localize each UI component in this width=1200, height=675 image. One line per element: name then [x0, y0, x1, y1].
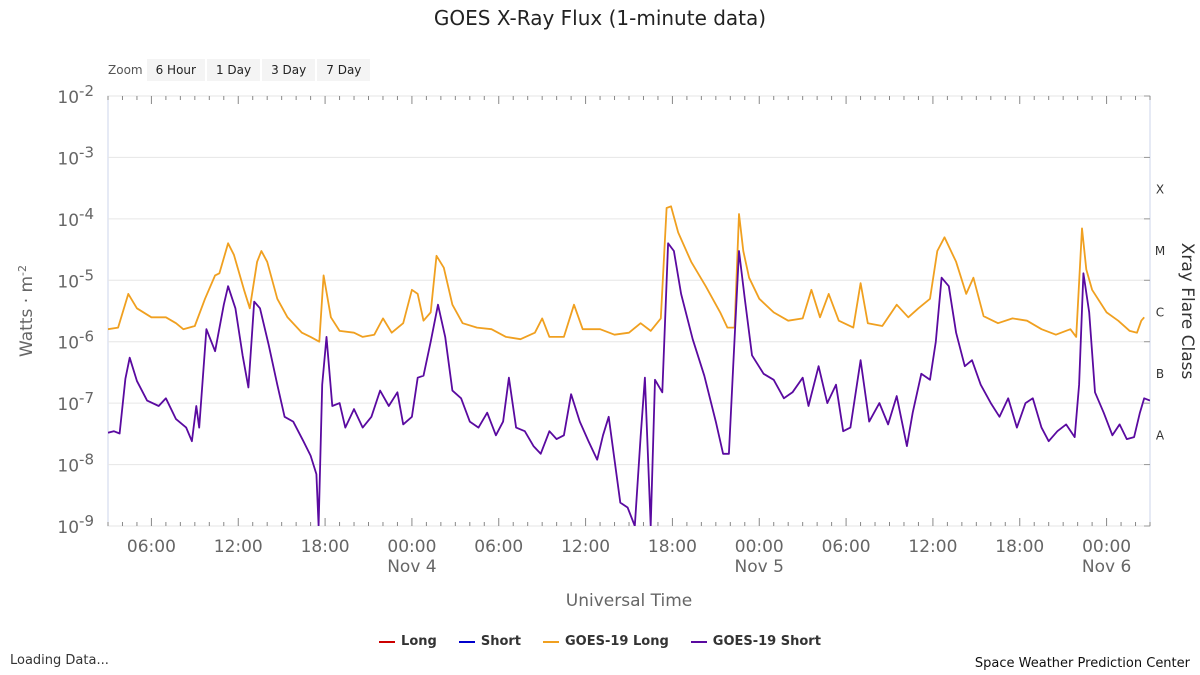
x-tick-label: 06:00 [127, 537, 176, 557]
y-axis-title: Watts · m-2 [16, 265, 37, 357]
x-tick-label: 00:00 [1082, 537, 1131, 557]
loading-status: Loading Data... [10, 653, 109, 668]
x-tick-label: 18:00 [995, 537, 1044, 557]
x-tick-label: 12:00 [214, 537, 263, 557]
x-date-label: Nov 6 [1082, 557, 1131, 577]
zoom-3-day-button[interactable]: 3 Day [262, 59, 316, 81]
y2-axis-title: Xray Flare Class [1177, 243, 1197, 380]
x-tick-label: 06:00 [474, 537, 523, 557]
legend-swatch-goes19-long [543, 640, 560, 643]
y-tick-label: 10-2 [57, 82, 94, 108]
zoom-1-day-button[interactable]: 1 Day [206, 59, 261, 81]
x-tick-label: 06:00 [822, 537, 871, 557]
y-tick-label: 10-7 [57, 389, 94, 415]
flare-class-label: X [1156, 183, 1164, 197]
credit-text: Space Weather Prediction Center [974, 656, 1190, 671]
legend-label-goes19-long: GOES-19 Long [565, 634, 669, 649]
x-date-label: Nov 5 [735, 557, 784, 577]
series-line-goes-19-long [108, 205, 1145, 343]
legend-item-long[interactable]: Long [379, 634, 437, 649]
flare-class-label: C [1156, 305, 1164, 319]
y-tick-label: 10-4 [57, 205, 94, 231]
zoom-7-day-button[interactable]: 7 Day [317, 59, 371, 81]
legend-swatch-short [458, 640, 475, 643]
y-tick-label: 10-6 [57, 328, 94, 354]
legend-swatch-long [379, 640, 396, 643]
zoom-6-hour-button[interactable]: 6 Hour [146, 59, 205, 81]
plot-area [107, 95, 1151, 527]
x-tick-label: 18:00 [648, 537, 697, 557]
flare-class-label: A [1156, 428, 1165, 442]
y-tick-label: 10-3 [57, 143, 94, 169]
legend-item-short[interactable]: Short [458, 634, 522, 649]
x-tick-label: 12:00 [561, 537, 610, 557]
x-tick-label: 00:00 [735, 537, 784, 557]
legend-item-goes19-short[interactable]: GOES-19 Short [690, 634, 821, 649]
chart-title: GOES X-Ray Flux (1-minute data) [433, 6, 767, 30]
y-tick-label: 10-8 [57, 451, 94, 477]
y-tick-label: 10-9 [57, 512, 94, 538]
x-tick-label: 12:00 [908, 537, 957, 557]
legend: Long Short GOES-19 Long GOES-19 Short [0, 634, 1200, 649]
legend-swatch-goes19-short [690, 640, 707, 643]
x-date-label: Nov 4 [387, 557, 436, 577]
series-line-goes-19-short [108, 242, 1150, 526]
y-tick-label: 10-5 [57, 266, 94, 292]
x-tick-label: 18:00 [301, 537, 350, 557]
flare-class-label: M [1155, 244, 1165, 258]
legend-label-long: Long [401, 634, 437, 649]
legend-label-short: Short [480, 634, 522, 649]
zoom-label: Zoom [108, 63, 143, 77]
legend-item-goes19-long[interactable]: GOES-19 Long [543, 634, 669, 649]
x-tick-label: 00:00 [387, 537, 436, 557]
legend-label-goes19-short: GOES-19 Short [712, 634, 821, 649]
x-axis-title: Universal Time [566, 591, 692, 611]
zoom-bar: Zoom 6 Hour 1 Day 3 Day 7 Day [108, 58, 372, 82]
flare-class-label: B [1156, 367, 1164, 381]
